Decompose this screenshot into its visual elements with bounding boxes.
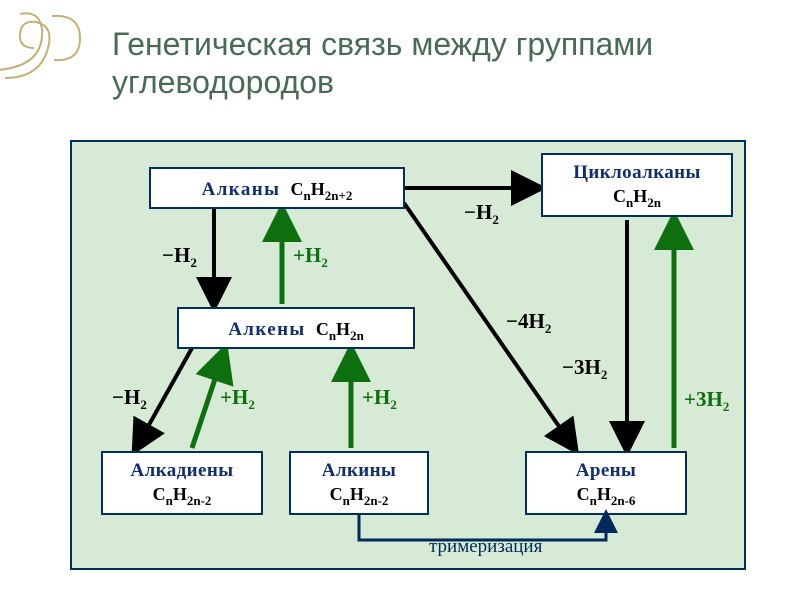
node-name-alkynes: Алкины: [322, 460, 396, 481]
edge-label-alkenes_to_alkadienes_minus: −H2: [112, 385, 147, 412]
edge-label-arenes_to_cycloalkanes_plus3: +3H2: [684, 387, 729, 414]
edge-label-alkanes_to_cycloalkanes_minus: −H2: [464, 200, 499, 227]
slide-title: Генетическая связь между группами углево…: [112, 26, 760, 102]
edge-label-alkadienes_to_alkenes_plus: +H2: [220, 385, 255, 412]
edge-label-alkenes_to_alkanes_plus: +H2: [293, 243, 328, 270]
node-cycloalkanes: ЦиклоалканыCnH2n: [542, 154, 732, 216]
node-alkynes: АлкиныCnH2n-2: [290, 452, 428, 514]
corner-decoration: [0, 8, 90, 98]
node-alkenes: Алкены CnH2n: [178, 308, 414, 348]
edge-label-cycloalkanes_to_arenes_minus3: −3H2: [562, 355, 607, 382]
trimerization-arrow: тримеризация: [359, 515, 606, 557]
node-arenes: АреныCnH2n-6: [526, 452, 686, 514]
trimerization-label: тримеризация: [429, 536, 543, 557]
node-alkadienes: АлкадиеныCnH2n-2: [102, 452, 262, 514]
node-name-arenes: Арены: [576, 460, 637, 481]
slide: Генетическая связь между группами углево…: [0, 0, 800, 600]
edge-label-alkanes_to_arenes_minus4: −4H2: [506, 309, 551, 336]
edge-label-alkynes_to_alkenes_plus: +H2: [362, 385, 397, 412]
genetic-link-diagram: −H2 +H2 −H2 +H2 +H2 −H2 −4H2 +3H2 −3H2 Алканы CnH…: [70, 140, 746, 570]
node-name-alkadienes: Алкадиены: [131, 460, 234, 481]
node-name-cycloalkanes: Циклоалканы: [573, 162, 701, 183]
edge-label-alkanes_to_alkenes_minus: −H2: [162, 243, 197, 270]
node-alkanes: Алканы CnH2n+2: [150, 168, 404, 208]
